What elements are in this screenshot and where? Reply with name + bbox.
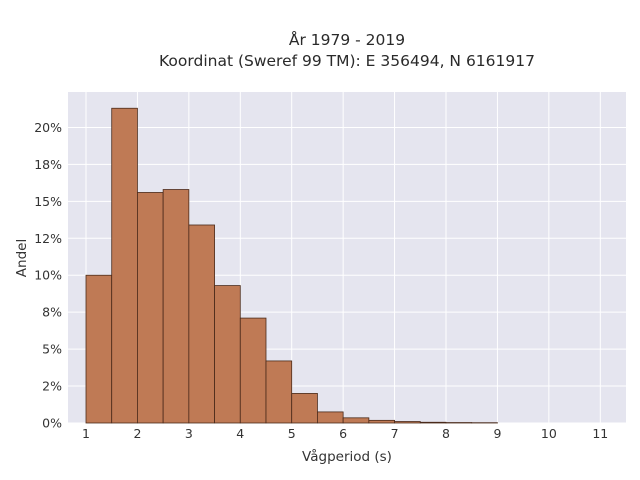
x-tick-label: 8: [442, 426, 450, 441]
x-axis-ticks: 1 2 3 4 5 6 7 8 9 10 11: [82, 426, 608, 441]
histogram-bars: [85, 107, 498, 424]
x-tick-label: 9: [493, 426, 501, 441]
histogram-bar: [111, 107, 138, 424]
y-tick-label: 2%: [42, 379, 62, 394]
x-tick-label: 7: [391, 426, 399, 441]
chart-title-line1: År 1979 - 2019: [289, 30, 405, 49]
y-tick-label: 10%: [34, 268, 62, 283]
y-tick-label: 15%: [34, 194, 62, 209]
histogram-bar: [342, 417, 370, 424]
histogram-bar: [85, 274, 113, 424]
histogram-bar: [137, 192, 164, 424]
chart-title-line2: Koordinat (Sweref 99 TM): E 356494, N 61…: [159, 52, 535, 70]
histogram-bar: [188, 224, 215, 424]
histogram-bar: [265, 360, 293, 424]
y-axis-ticks: 0% 2% 5% 8% 10% 12% 15% 18% 20%: [34, 120, 62, 431]
y-axis-label: Andel: [14, 239, 30, 277]
y-tick-label: 8%: [42, 305, 62, 320]
x-tick-label: 10: [541, 426, 557, 441]
histogram-bar: [317, 411, 344, 424]
x-axis-label: Vågperiod (s): [302, 448, 392, 465]
x-tick-label: 5: [288, 426, 296, 441]
x-tick-label: 4: [236, 426, 244, 441]
histogram-bar: [394, 421, 421, 424]
y-tick-label: 0%: [42, 416, 62, 431]
x-tick-label: 6: [339, 426, 347, 441]
x-tick-label: 2: [133, 426, 141, 441]
x-tick-label: 1: [82, 426, 90, 441]
histogram-bar: [239, 317, 267, 424]
y-tick-label: 5%: [42, 342, 62, 357]
x-tick-label: 3: [185, 426, 193, 441]
x-tick-label: 11: [592, 426, 608, 441]
y-tick-label: 18%: [34, 157, 62, 172]
y-tick-label: 20%: [34, 120, 62, 135]
histogram-bar: [419, 421, 447, 424]
histogram-bar: [291, 393, 318, 424]
histogram-bar: [162, 189, 190, 424]
histogram-bar: [368, 419, 395, 424]
y-tick-label: 12%: [34, 231, 62, 246]
histogram-bar: [214, 285, 241, 424]
